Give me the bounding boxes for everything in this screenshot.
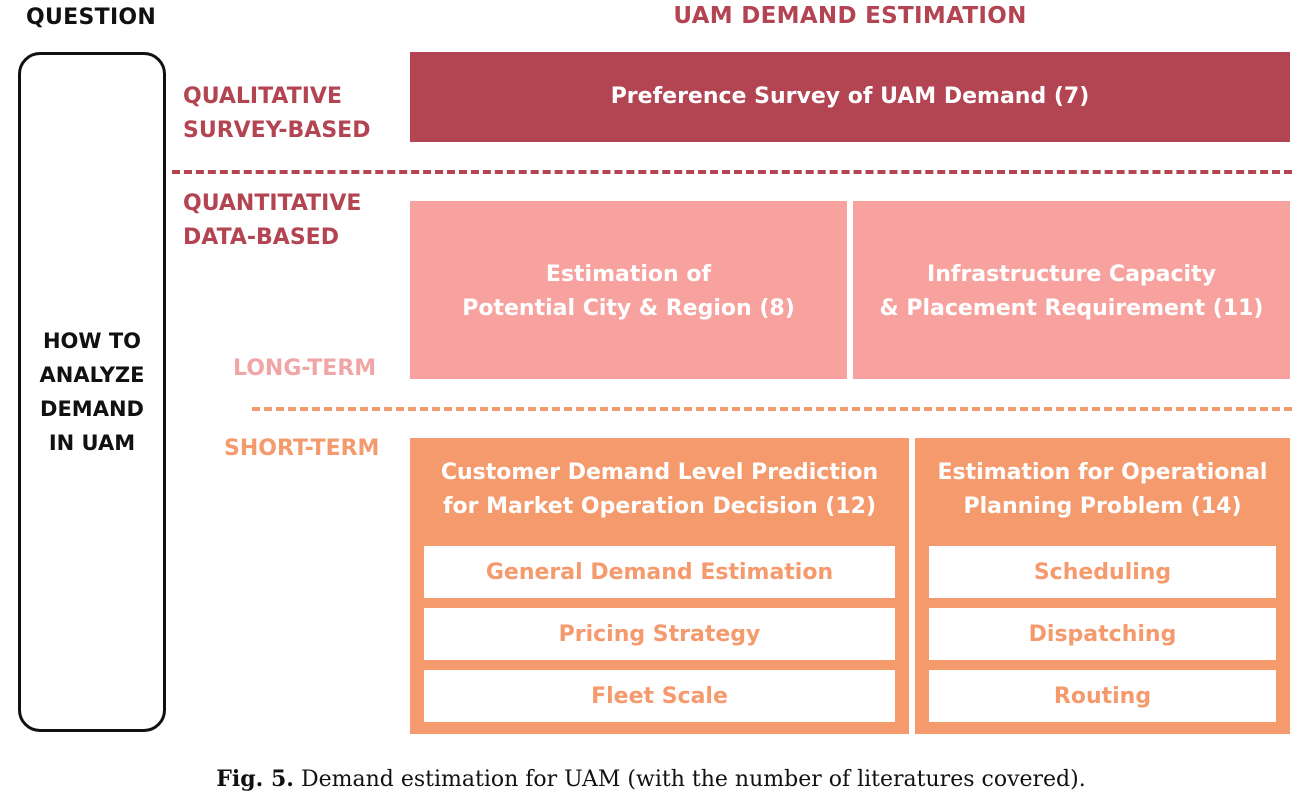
quantitative-label-line: QUANTITATIVE bbox=[183, 191, 362, 216]
customer-demand-box: Customer Demand Level Prediction for Mar… bbox=[410, 438, 909, 734]
infrastructure-box: Infrastructure Capacity & Placement Requ… bbox=[853, 201, 1290, 379]
routing-item: Routing bbox=[929, 670, 1276, 722]
city-region-line: Potential City & Region (8) bbox=[462, 296, 795, 321]
question-line: ANALYZE bbox=[39, 363, 145, 387]
question-line: IN UAM bbox=[48, 431, 136, 455]
survey-box: Preference Survey of UAM Demand (7) bbox=[410, 52, 1290, 142]
short-term-label: SHORT-TERM bbox=[224, 436, 380, 461]
question-line: HOW TO bbox=[42, 329, 142, 353]
long-term-label: LONG-TERM bbox=[233, 356, 377, 381]
survey-box-label: Preference Survey of UAM Demand (7) bbox=[610, 84, 1090, 109]
figure-caption: Fig. 5. Demand estimation for UAM (with … bbox=[0, 766, 1302, 792]
caption-label: Fig. 5. bbox=[216, 766, 294, 792]
operational-planning-box: Estimation for Operational Planning Prob… bbox=[915, 438, 1290, 734]
scheduling-item: Scheduling bbox=[929, 546, 1276, 598]
pricing-strategy-item: Pricing Strategy bbox=[424, 608, 895, 660]
term-divider bbox=[252, 407, 1292, 411]
city-region-line: Estimation of bbox=[545, 262, 712, 287]
customer-demand-title-line: Customer Demand Level Prediction bbox=[440, 460, 879, 485]
city-region-box: Estimation of Potential City & Region (8… bbox=[410, 201, 847, 379]
question-heading: QUESTION bbox=[26, 5, 157, 30]
general-demand-item: General Demand Estimation bbox=[424, 546, 895, 598]
question-text: HOW TO ANALYZE DEMAND IN UAM bbox=[40, 324, 145, 460]
caption-text: Demand estimation for UAM (with the numb… bbox=[300, 767, 1086, 792]
customer-demand-title: Customer Demand Level Prediction for Mar… bbox=[410, 456, 909, 524]
qualitative-label-line: QUALITATIVE bbox=[183, 84, 342, 109]
fleet-scale-item: Fleet Scale bbox=[424, 670, 895, 722]
infrastructure-line: & Placement Requirement (11) bbox=[879, 296, 1264, 321]
operational-planning-title: Estimation for Operational Planning Prob… bbox=[915, 456, 1290, 524]
quantitative-label: QUANTITATIVE DATA-BASED bbox=[183, 187, 361, 255]
qualitative-divider bbox=[172, 170, 1292, 174]
question-line: DEMAND bbox=[40, 397, 144, 421]
quantitative-label-line: DATA-BASED bbox=[183, 225, 339, 250]
qualitative-label-line: SURVEY-BASED bbox=[183, 118, 371, 143]
dispatching-item: Dispatching bbox=[929, 608, 1276, 660]
infrastructure-line: Infrastructure Capacity bbox=[927, 262, 1216, 287]
customer-demand-title-line: for Market Operation Decision (12) bbox=[442, 494, 877, 519]
operational-planning-title-line: Planning Problem (14) bbox=[963, 494, 1242, 519]
operational-planning-title-line: Estimation for Operational bbox=[937, 460, 1268, 485]
main-heading: UAM DEMAND ESTIMATION bbox=[673, 3, 1027, 29]
question-box: HOW TO ANALYZE DEMAND IN UAM bbox=[18, 52, 166, 732]
qualitative-label: QUALITATIVE SURVEY-BASED bbox=[183, 80, 370, 148]
